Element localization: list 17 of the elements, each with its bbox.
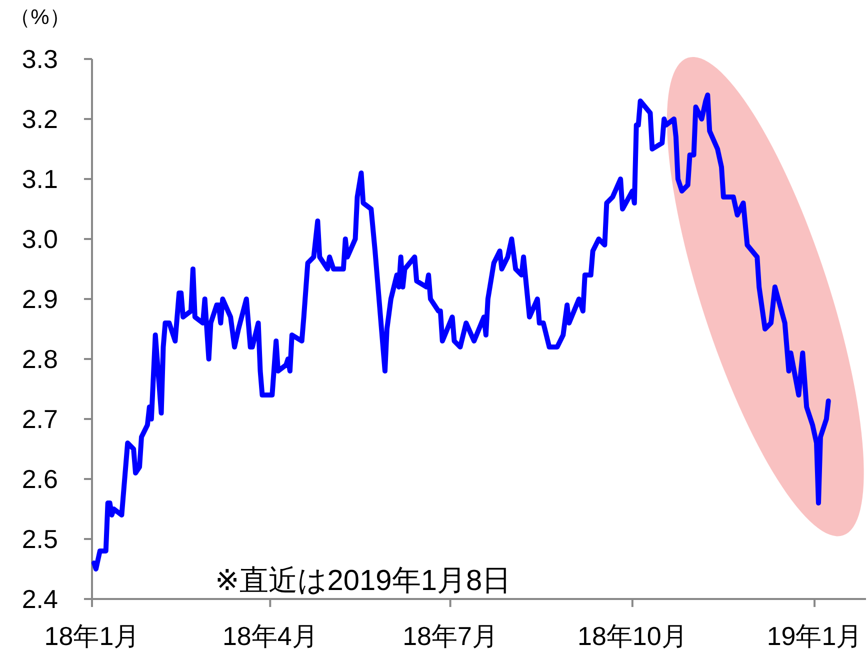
annotation: ※直近は2019年1月8日: [215, 565, 512, 597]
x-tick-label: 19年1月: [766, 621, 862, 651]
x-tick-label: 18年4月: [222, 621, 318, 651]
y-tick-label: 2.8: [22, 344, 58, 374]
y-tick-label: 3.0: [22, 224, 58, 254]
y-tick-label: 2.9: [22, 284, 58, 314]
y-tick-label: 3.3: [22, 44, 58, 74]
y-tick-label: 2.5: [22, 524, 58, 554]
x-tick-label: 18年1月: [44, 621, 140, 651]
x-tick-label: 18年10月: [578, 621, 688, 651]
x-tick-label: 18年7月: [402, 621, 498, 651]
y-tick-label: 3.2: [22, 104, 58, 134]
y-tick-label: 3.1: [22, 164, 58, 194]
ylabel: （%）: [10, 6, 70, 29]
y-tick-label: 2.6: [22, 464, 58, 494]
y-tick-label: 2.4: [22, 584, 58, 614]
y-tick-label: 2.7: [22, 404, 58, 434]
